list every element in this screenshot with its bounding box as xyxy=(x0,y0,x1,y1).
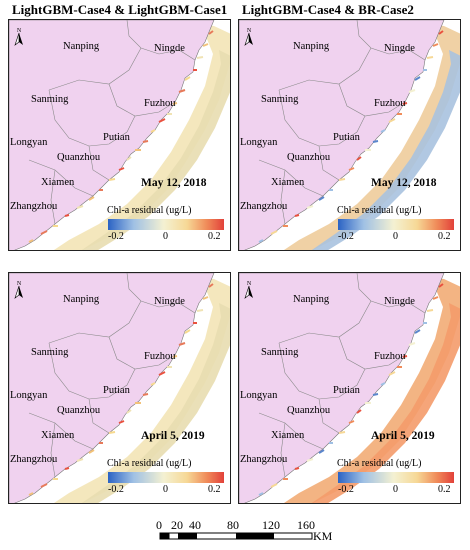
map-date: May 12, 2018 xyxy=(371,177,437,189)
city-sanming: Sanming xyxy=(261,94,299,105)
scale-label-0: 0 xyxy=(156,518,162,532)
north-arrow-icon: N xyxy=(14,281,23,299)
scale-label-20: 20 xyxy=(171,518,183,532)
city-fuzhou: Fuzhou xyxy=(374,98,406,109)
city-sanming: Sanming xyxy=(31,94,69,105)
scale-label-80: 80 xyxy=(227,518,239,532)
map-panel-3: N Nanping Ningde Sanming Fuzhou Longyan … xyxy=(8,272,231,504)
city-ningde: Ningde xyxy=(384,43,415,54)
legend-tick-max: 0.2 xyxy=(208,231,221,242)
legend-title: Chl-a residual (ug/L) xyxy=(107,458,192,469)
legend-tick-mid: 0 xyxy=(163,231,168,242)
scale-label-40: 40 xyxy=(189,518,201,532)
svg-text:N: N xyxy=(247,281,252,287)
right-column-title: LightGBM-Case4 & BR-Case2 xyxy=(242,2,414,17)
city-quanzhou: Quanzhou xyxy=(287,152,331,163)
city-nanping: Nanping xyxy=(63,294,100,305)
legend-tick-mid: 0 xyxy=(393,231,398,242)
coastline-residuals xyxy=(258,283,444,496)
city-putian: Putian xyxy=(333,132,360,143)
city-quanzhou: Quanzhou xyxy=(57,152,101,163)
city-zhangzhou: Zhangzhou xyxy=(240,454,288,465)
city-quanzhou: Quanzhou xyxy=(287,405,331,416)
left-column-title: LightGBM-Case4 & LightGBM-Case1 xyxy=(12,2,228,17)
city-nanping: Nanping xyxy=(293,294,330,305)
legend-colorbar xyxy=(108,219,224,230)
legend-tick-mid: 0 xyxy=(393,484,398,495)
scale-unit: KM xyxy=(313,529,333,543)
city-ningde: Ningde xyxy=(154,43,185,54)
legend-tick-min: -0.2 xyxy=(108,484,124,495)
city-xiamen: Xiamen xyxy=(271,177,305,188)
map-panel-4: N Nanping Ningde Sanming Fuzhou Longyan … xyxy=(238,272,461,504)
north-arrow-icon: N xyxy=(14,28,23,46)
svg-text:N: N xyxy=(247,28,252,34)
city-quanzhou: Quanzhou xyxy=(57,405,101,416)
city-zhangzhou: Zhangzhou xyxy=(240,201,288,212)
north-arrow-icon: N xyxy=(244,281,253,299)
legend-colorbar xyxy=(338,472,454,483)
city-putian: Putian xyxy=(333,385,360,396)
map-panel-1: N Nanping Ningde Sanming Fuzhou Longyan … xyxy=(8,19,231,251)
city-longyan: Longyan xyxy=(240,137,278,148)
scale-label-120: 120 xyxy=(262,518,280,532)
north-arrow-icon: N xyxy=(244,28,253,46)
city-nanping: Nanping xyxy=(293,41,330,52)
legend-tick-max: 0.2 xyxy=(438,231,451,242)
map-date: April 5, 2019 xyxy=(371,430,435,442)
city-xiamen: Xiamen xyxy=(41,430,75,441)
city-xiamen: Xiamen xyxy=(41,177,75,188)
legend-tick-min: -0.2 xyxy=(108,231,124,242)
city-xiamen: Xiamen xyxy=(271,430,305,441)
city-fuzhou: Fuzhou xyxy=(144,98,176,109)
legend-tick-max: 0.2 xyxy=(208,484,221,495)
city-ningde: Ningde xyxy=(154,296,185,307)
city-sanming: Sanming xyxy=(31,347,69,358)
city-longyan: Longyan xyxy=(10,137,48,148)
legend-title: Chl-a residual (ug/L) xyxy=(337,205,422,216)
map-date: April 5, 2019 xyxy=(141,430,205,442)
legend-tick-mid: 0 xyxy=(163,484,168,495)
city-longyan: Longyan xyxy=(10,390,48,401)
legend-title: Chl-a residual (ug/L) xyxy=(107,205,192,216)
scale-label-160: 160 xyxy=(297,518,315,532)
coastline-residuals xyxy=(28,283,214,496)
map-panel-2: N Nanping Ningde Sanming Fuzhou Longyan … xyxy=(238,19,461,251)
coastline-residuals xyxy=(28,30,214,243)
legend-title: Chl-a residual (ug/L) xyxy=(337,458,422,469)
city-sanming: Sanming xyxy=(261,347,299,358)
svg-text:N: N xyxy=(17,281,22,287)
city-ningde: Ningde xyxy=(384,296,415,307)
svg-text:N: N xyxy=(17,28,22,34)
legend-tick-min: -0.2 xyxy=(338,484,354,495)
city-zhangzhou: Zhangzhou xyxy=(10,454,58,465)
city-zhangzhou: Zhangzhou xyxy=(10,201,58,212)
city-longyan: Longyan xyxy=(240,390,278,401)
coastline-residuals xyxy=(258,30,444,243)
city-nanping: Nanping xyxy=(63,41,100,52)
legend-tick-min: -0.2 xyxy=(338,231,354,242)
city-putian: Putian xyxy=(103,385,130,396)
city-fuzhou: Fuzhou xyxy=(374,351,406,362)
legend-colorbar xyxy=(108,472,224,483)
city-fuzhou: Fuzhou xyxy=(144,351,176,362)
city-putian: Putian xyxy=(103,132,130,143)
legend-colorbar xyxy=(338,219,454,230)
map-date: May 12, 2018 xyxy=(141,177,207,189)
legend-tick-max: 0.2 xyxy=(438,484,451,495)
